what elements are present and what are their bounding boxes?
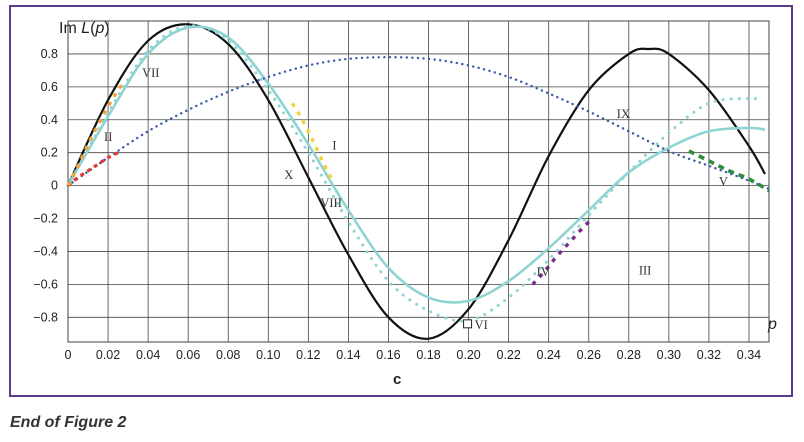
series-line-purple-dashed [531,220,590,286]
annotation-label: IX [617,107,630,121]
series-line-black-solid [67,23,766,340]
y-tick-label: 0.2 [41,146,58,160]
series-line-orange-dashed [66,80,126,187]
y-tick-label: −0.4 [33,244,58,258]
x-tick-label: 0.10 [256,348,280,362]
y-tick-label: −0.8 [33,310,58,324]
series-layer [66,23,771,340]
x-tick-label: 0.06 [176,348,200,362]
figure-frame: VII II I X VIII IX V IV III VI 0 0.02 0.04 0.06 0.08 0… [9,5,793,397]
y-tick-label: −0.6 [33,277,58,291]
panel-label: c [393,371,401,388]
annotation-label: IV [537,265,550,279]
x-tick-label: 0.14 [336,348,360,362]
annotation-label: I [332,138,336,152]
x-tick-label: 0.22 [496,348,520,362]
annotation-label: III [639,264,652,278]
annotation-label: V [719,175,728,189]
annotation-box [463,319,473,329]
x-tick-label: 0 [65,348,72,362]
x-tick-label: 0.34 [737,348,761,362]
annotation-label: II [104,130,112,144]
annotation-label: VI [475,318,488,332]
x-tick-label: 0.28 [617,348,641,362]
y-tick-label: 0.4 [41,113,58,127]
x-tick-label: 0.04 [136,348,160,362]
x-tick-label: 0.26 [577,348,601,362]
x-tick-label: 0.18 [416,348,440,362]
series-line-blue-dotted [66,56,771,191]
annotation-label: VII [142,66,159,80]
series-line-green-dashed [688,149,770,193]
y-tick-label: 0.6 [41,80,58,94]
x-tick-label: 0.20 [456,348,480,362]
x-tick-label: 0.32 [697,348,721,362]
x-axis-label: p [767,316,777,333]
x-tick-label: 0.24 [537,348,561,362]
y-tick-label: 0.8 [41,47,58,61]
figure-caption: End of Figure 2 [10,414,127,431]
series-line-red-dashed [66,151,119,187]
annotation-label: X [284,168,293,182]
tick-labels: 0 0.02 0.04 0.06 0.08 0.10 0.12 0.14 0.16 0.18 0.2… [33,47,761,362]
series-line-yellow-dashed [290,102,334,182]
x-tick-label: 0.30 [657,348,681,362]
grid-lines [67,20,770,343]
x-tick-label: 0.08 [216,348,240,362]
y-tick-label: −0.2 [33,212,58,226]
x-tick-label: 0.12 [296,348,320,362]
annotation-label: VIII [320,196,342,210]
series-line-teal-dotted [66,24,761,323]
x-tick-label: 0.16 [376,348,400,362]
y-tick-label: 0 [51,179,58,193]
y-axis-label: Im L(p) [59,20,110,37]
x-tick-label: 0.02 [96,348,120,362]
series-line-teal-solid [66,25,766,304]
